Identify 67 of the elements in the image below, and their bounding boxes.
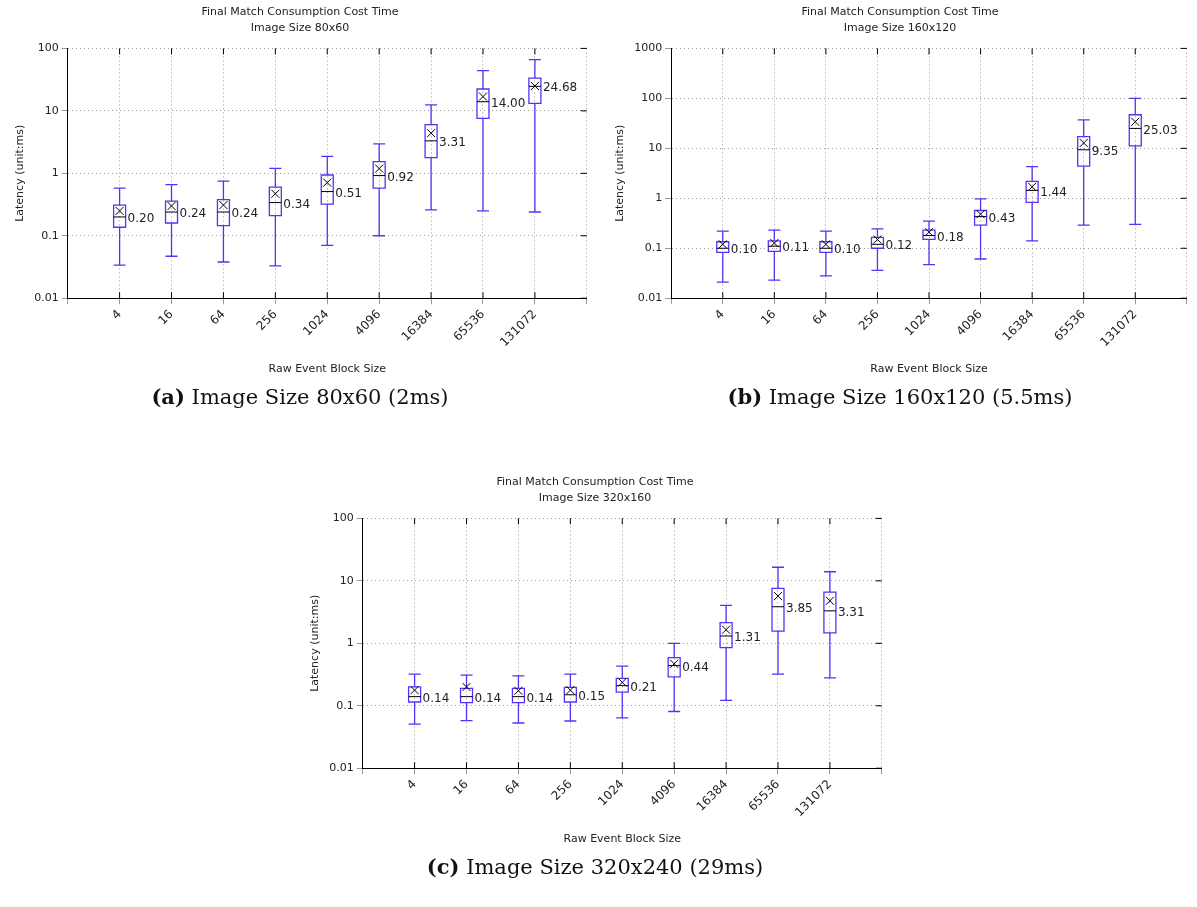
- annotation: 3.31: [439, 134, 466, 149]
- x-tick-label: 64: [207, 306, 228, 328]
- x-tick-label: 4: [403, 776, 419, 793]
- chart-subtitle: Image Size 320x160: [538, 490, 652, 504]
- y-tick-label: 1: [655, 191, 663, 205]
- annotation: 0.24: [179, 206, 207, 221]
- y-axis-title: Latency (unit:ms): [308, 594, 322, 692]
- y-tick-label: 100: [37, 41, 59, 55]
- annotation: 0.10: [833, 242, 861, 257]
- annotation: 0.51: [335, 185, 362, 200]
- annotation: 0.18: [937, 229, 964, 244]
- chart-title: Final Match Consumption Cost Time: [496, 475, 694, 489]
- x-tick-label: 16: [155, 306, 176, 328]
- y-tick-label: 100: [332, 511, 354, 525]
- annotation: 0.44: [682, 659, 709, 674]
- y-tick-label: 10: [648, 141, 663, 155]
- x-tick-label: 64: [502, 776, 523, 798]
- annotation: 9.35: [1091, 143, 1119, 158]
- chart-title: Final Match Consumption Cost Time: [201, 5, 399, 19]
- annotation: 0.11: [782, 240, 810, 255]
- annotation: 0.24: [231, 206, 259, 221]
- annotation: 0.14: [422, 690, 450, 705]
- y-tick-label: 1: [51, 166, 59, 180]
- annotation: 14.00: [490, 95, 526, 110]
- annotation: 1.44: [1040, 184, 1067, 199]
- text: (c) Image Size 320x240 (29ms): [425, 854, 765, 879]
- x-tick-label: 16: [757, 306, 779, 328]
- x-axis-title: Raw Event Block Size: [870, 362, 988, 376]
- annotation: 0.43: [988, 210, 1016, 225]
- annotation: 0.14: [474, 690, 502, 705]
- chart-subtitle: Image Size 80x60: [250, 20, 350, 34]
- annotation: 3.31: [837, 604, 865, 619]
- text: (a) Image Size 80x60 (2ms): [150, 384, 450, 409]
- annotation: 0.92: [387, 169, 414, 184]
- annotation: 0.21: [630, 679, 657, 694]
- y-axis-title: Latency (unit:ms): [613, 124, 627, 222]
- x-tick-label: 4: [711, 306, 728, 323]
- y-tick-label: 0.1: [336, 698, 354, 712]
- annotation: 0.12: [885, 238, 913, 253]
- annotation: 3.85: [785, 600, 813, 615]
- y-tick-label: 0.1: [41, 228, 59, 242]
- y-tick-label: 0.01: [329, 761, 354, 775]
- y-tick-label: 100: [641, 91, 663, 105]
- chart-subtitle: Image Size 160x120: [843, 20, 957, 34]
- y-tick-label: 0.01: [637, 291, 663, 305]
- annotation: 25.03: [1143, 122, 1178, 137]
- y-tick-label: 1: [346, 636, 354, 650]
- x-tick-label: 16: [450, 776, 471, 798]
- x-tick-label: 4: [108, 306, 124, 323]
- annotation: 0.10: [730, 242, 758, 257]
- y-tick-label: 0.1: [644, 241, 663, 255]
- annotation: 0.34: [283, 196, 311, 211]
- annotation: 24.68: [542, 80, 578, 95]
- annotation: 1.31: [734, 630, 761, 645]
- y-tick-label: 10: [44, 103, 59, 117]
- y-tick-label: 1000: [634, 41, 663, 55]
- text: (b) Image Size 160x120 (5.5ms): [726, 384, 1074, 409]
- y-axis-title: Latency (unit:ms): [13, 124, 27, 222]
- y-tick-label: 0.01: [34, 291, 59, 305]
- x-axis-title: Raw Event Block Size: [563, 832, 682, 846]
- x-axis-title: Raw Event Block Size: [268, 362, 387, 376]
- x-tick-label: 64: [809, 306, 831, 328]
- chart-title: Final Match Consumption Cost Time: [801, 5, 999, 19]
- annotation: 0.20: [127, 211, 155, 226]
- y-tick-label: 10: [339, 573, 354, 587]
- annotation: 0.14: [526, 690, 554, 705]
- annotation: 0.15: [578, 688, 606, 703]
